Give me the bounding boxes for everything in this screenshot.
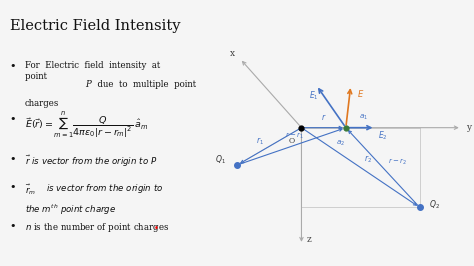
Text: $E$: $E$ xyxy=(357,88,364,99)
Text: z: z xyxy=(307,235,311,244)
Text: $\vec{r}_m$: $\vec{r}_m$ xyxy=(25,182,36,197)
Text: $r-r_2$: $r-r_2$ xyxy=(388,157,407,167)
Text: x: x xyxy=(230,49,235,58)
Text: •: • xyxy=(154,224,159,233)
Text: •: • xyxy=(10,61,17,71)
Text: charges: charges xyxy=(25,99,59,109)
Text: •: • xyxy=(10,154,17,164)
Text: •: • xyxy=(10,221,17,231)
Text: $\it{the\ m^{th}\ point\ charge}$: $\it{the\ m^{th}\ point\ charge}$ xyxy=(25,202,116,217)
Text: $r_2$: $r_2$ xyxy=(364,154,372,165)
Text: $a_1$: $a_1$ xyxy=(358,113,368,122)
Text: $E_1$: $E_1$ xyxy=(309,90,319,102)
Text: O: O xyxy=(289,137,295,145)
Text: $E_2$: $E_2$ xyxy=(378,130,388,142)
Text: $r$: $r$ xyxy=(321,112,327,122)
Text: $Q_2$: $Q_2$ xyxy=(429,199,440,211)
Text: $r_1$: $r_1$ xyxy=(255,135,264,147)
Text: $\vec{E}(\vec{r}) = \sum_{m=1}^{n} \dfrac{Q}{4\pi\varepsilon_0|r-r_m|^2}\,\hat{a: $\vec{E}(\vec{r}) = \sum_{m=1}^{n} \dfra… xyxy=(25,110,148,140)
Text: •: • xyxy=(10,182,17,192)
Text: •: • xyxy=(10,114,17,124)
Text: $a_2$: $a_2$ xyxy=(337,139,346,148)
Text: $r-r_1$: $r-r_1$ xyxy=(284,131,303,141)
Text: y: y xyxy=(466,123,472,132)
Text: $\vec{r}$ $\it{is\ vector\ from\ the\ origin\ to\ P}$: $\vec{r}$ $\it{is\ vector\ from\ the\ or… xyxy=(25,154,157,169)
Text: $n$ is the number of point charges: $n$ is the number of point charges xyxy=(25,221,169,234)
Text: due  to  multiple  point: due to multiple point xyxy=(92,80,197,89)
Text: For  Electric  field  intensity  at
point: For Electric field intensity at point xyxy=(25,61,160,81)
Text: P: P xyxy=(85,80,91,89)
Text: Electric Field Intensity: Electric Field Intensity xyxy=(10,19,181,33)
Text: $\it{is\ vector\ from\ the\ origin\ to}$: $\it{is\ vector\ from\ the\ origin\ to}$ xyxy=(46,182,163,195)
Text: $Q_1$: $Q_1$ xyxy=(215,153,226,166)
